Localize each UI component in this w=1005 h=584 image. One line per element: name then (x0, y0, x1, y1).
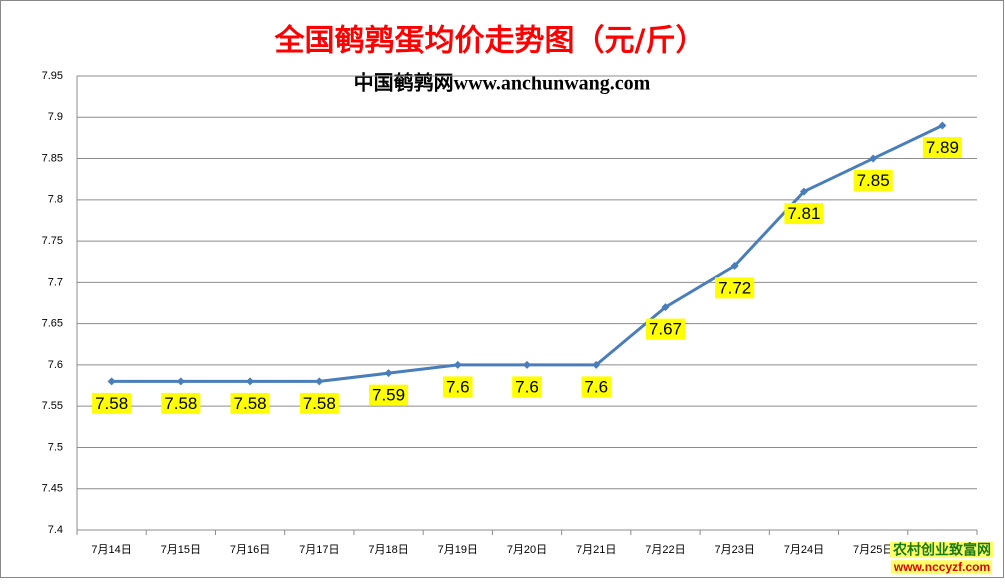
x-tick-label: 7月20日 (507, 544, 547, 556)
data-label-bg (645, 318, 686, 340)
y-tick-label: 7.6 (48, 359, 63, 371)
x-tick-label: 7月18日 (368, 544, 408, 556)
x-tick-label: 7月25日 (853, 544, 893, 556)
data-label-bg (784, 203, 824, 225)
y-tick-label: 7.45 (42, 483, 63, 495)
data-point (107, 377, 116, 386)
y-tick-label: 7.9 (48, 111, 63, 123)
data-label: 7.6 (584, 377, 608, 396)
data-label: 7.6 (515, 377, 539, 396)
y-tick-label: 7.4 (48, 524, 63, 536)
y-tick-label: 7.5 (48, 441, 63, 453)
data-label: 7.58 (164, 394, 197, 413)
data-point (246, 377, 255, 386)
data-label: 7.58 (95, 394, 128, 413)
data-label: 7.81 (787, 204, 820, 223)
data-label-bg (922, 137, 962, 159)
data-label-bg (92, 392, 132, 414)
data-label: 7.59 (372, 386, 405, 405)
watermark: 农村创业致富网 (892, 542, 991, 558)
y-tick-label: 7.7 (48, 276, 63, 288)
data-label: 7.89 (926, 138, 959, 157)
y-tick-label: 7.55 (42, 400, 63, 412)
x-tick-label: 7月16日 (230, 544, 270, 556)
data-point (453, 360, 462, 369)
data-point (799, 187, 808, 196)
y-tick-label: 7.85 (42, 152, 63, 164)
data-label: 7.85 (857, 171, 890, 190)
data-point (592, 360, 601, 369)
data-label-bg (299, 392, 339, 414)
data-label-bg (853, 170, 893, 192)
y-tick-label: 7.95 (42, 70, 63, 82)
data-point (869, 154, 878, 163)
x-tick-label: 7月21日 (576, 544, 616, 556)
data-label-bg (368, 384, 409, 406)
watermark-bg (890, 560, 993, 575)
x-tick-label: 7月23日 (715, 544, 755, 556)
x-tick-label: 7月17日 (299, 544, 339, 556)
data-label: 7.6 (446, 377, 470, 396)
y-tick-label: 7.8 (48, 194, 63, 206)
data-point (730, 261, 739, 270)
data-label-bg (715, 277, 755, 299)
watermark: www.nccyzf.com (893, 560, 990, 574)
data-label: 7.67 (649, 320, 682, 339)
x-tick-label: 7月15日 (161, 544, 201, 556)
watermark-bg (890, 541, 993, 558)
data-label: 7.58 (234, 394, 267, 413)
data-label-bg (581, 376, 612, 398)
data-point (938, 121, 947, 130)
y-tick-label: 7.65 (42, 318, 63, 330)
data-point (523, 360, 531, 369)
data-point (661, 303, 670, 312)
data-label: 7.58 (303, 394, 336, 413)
x-tick-label: 7月14日 (91, 544, 131, 556)
y-tick-label: 7.75 (42, 235, 63, 247)
x-tick-label: 7月22日 (645, 544, 685, 556)
x-tick-label: 7月24日 (784, 544, 824, 556)
data-label-bg (442, 376, 473, 398)
data-label-bg (230, 392, 270, 414)
data-label: 7.72 (718, 278, 751, 297)
data-point (176, 377, 185, 386)
data-point (384, 369, 393, 378)
chart-subtitle: 中国鹌鹑网www.anchunwang.com (354, 71, 651, 95)
data-label-bg (161, 392, 201, 414)
chart-title: 全国鹌鹑蛋均价走势图（元/斤） (274, 24, 706, 59)
data-label-bg (512, 376, 542, 398)
data-point (315, 377, 324, 386)
x-tick-label: 7月19日 (438, 544, 478, 556)
